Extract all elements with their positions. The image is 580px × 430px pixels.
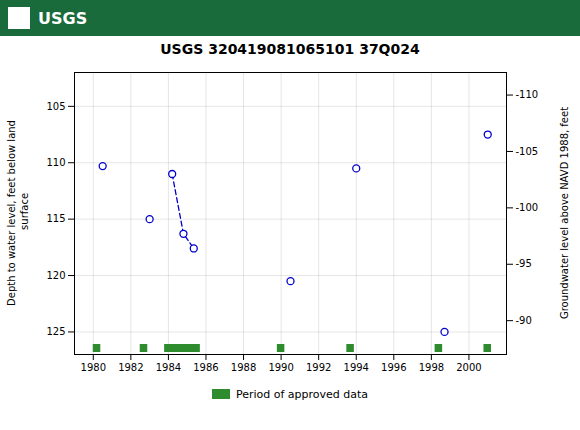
svg-text:115: 115 xyxy=(46,213,65,224)
html-text:USGS 320419081065101 37Q024: USGS 320419081065101 37Q024 xyxy=(160,41,420,57)
html-text:Groundwater level above NAVD 1: Groundwater level above NAVD 1988, feet xyxy=(558,106,570,320)
svg-text:1980: 1980 xyxy=(81,362,106,373)
svg-text:1982: 1982 xyxy=(118,362,143,373)
html-text:Depth to water level, feet bel: Depth to water level, feet below land su… xyxy=(6,120,30,306)
svg-text:1992: 1992 xyxy=(306,362,331,373)
svg-text:1998: 1998 xyxy=(419,362,444,373)
svg-text:125: 125 xyxy=(46,326,65,337)
svg-text:-110: -110 xyxy=(516,89,539,100)
svg-text:1986: 1986 xyxy=(193,362,218,373)
svg-text:-100: -100 xyxy=(516,202,539,213)
svg-text:2000: 2000 xyxy=(456,362,481,373)
svg-text:-105: -105 xyxy=(516,146,539,157)
svg-text:1996: 1996 xyxy=(381,362,406,373)
html-text:Period of approved data: Period of approved data xyxy=(235,387,369,401)
svg-text:1988: 1988 xyxy=(231,362,256,373)
svg-text:1990: 1990 xyxy=(268,362,293,373)
svg-text:120: 120 xyxy=(46,270,65,281)
svg-text:1984: 1984 xyxy=(156,362,181,373)
svg-text:110: 110 xyxy=(46,157,65,168)
svg-text:1994: 1994 xyxy=(344,362,369,373)
svg-text:-95: -95 xyxy=(516,258,532,269)
svg-text:105: 105 xyxy=(46,101,65,112)
svg-text:-90: -90 xyxy=(516,315,532,326)
html-text:USGS: USGS xyxy=(38,8,88,28)
